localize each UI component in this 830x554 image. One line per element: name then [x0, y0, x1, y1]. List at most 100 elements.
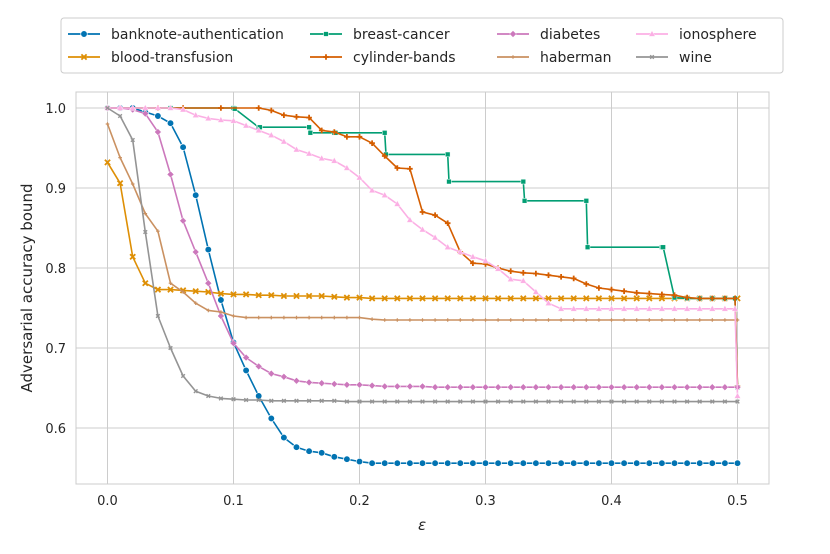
data-point — [268, 291, 275, 299]
data-point — [444, 243, 452, 250]
data-point — [217, 312, 225, 320]
data-point — [557, 304, 565, 312]
data-point — [557, 383, 565, 391]
data-point — [282, 315, 286, 320]
data-point — [633, 459, 641, 467]
data-point — [242, 366, 250, 375]
data-point — [420, 318, 425, 322]
data-point — [670, 304, 679, 312]
data-point — [104, 159, 111, 166]
data-point — [431, 233, 439, 241]
data-point — [660, 244, 666, 250]
legend-label: blood-transfusion — [111, 50, 233, 66]
data-point — [218, 105, 224, 111]
data-point — [684, 294, 690, 301]
data-point — [254, 362, 263, 371]
data-point — [721, 383, 729, 391]
data-point — [393, 459, 401, 467]
data-point — [343, 381, 351, 389]
legend-entry-cylinder-bands: cylinder-bands — [310, 50, 456, 66]
data-point — [732, 295, 738, 302]
data-point — [582, 304, 590, 312]
data-point — [292, 443, 301, 451]
data-point — [317, 379, 326, 387]
data-point — [697, 318, 702, 322]
data-point — [406, 216, 414, 223]
series-ionosphere — [103, 104, 742, 399]
grid — [76, 92, 769, 484]
data-point — [129, 104, 137, 111]
data-point — [294, 315, 299, 320]
data-point — [633, 295, 640, 302]
legend-entry-breast-cancer: breast-cancer — [310, 27, 450, 43]
data-point — [546, 318, 551, 322]
data-point — [105, 122, 110, 126]
data-point — [395, 318, 400, 322]
data-point — [646, 290, 653, 297]
data-point — [722, 399, 728, 404]
data-point — [206, 308, 211, 313]
data-point — [696, 304, 704, 312]
data-point — [395, 399, 400, 404]
data-point — [507, 268, 514, 274]
data-point — [494, 383, 502, 391]
data-point — [356, 134, 363, 140]
data-point — [168, 345, 173, 351]
data-point — [307, 315, 311, 320]
data-point — [154, 104, 162, 111]
data-point — [520, 270, 527, 276]
data-point — [458, 399, 463, 404]
data-point — [558, 274, 564, 280]
data-point — [256, 315, 261, 320]
legend-label: banknote-authentication — [111, 27, 284, 43]
data-point — [231, 314, 236, 318]
data-point — [559, 318, 563, 322]
data-point — [293, 114, 300, 120]
data-point — [621, 399, 627, 404]
data-point — [609, 399, 614, 404]
x-tick-label: 0.3 — [475, 494, 496, 509]
data-point — [608, 286, 615, 293]
data-point — [697, 399, 702, 404]
data-point — [267, 131, 275, 138]
data-point — [445, 399, 450, 404]
data-point — [444, 459, 452, 467]
data-point — [521, 198, 528, 204]
data-point — [332, 398, 337, 404]
data-point — [419, 295, 426, 302]
data-point — [607, 459, 616, 467]
data-point — [370, 317, 374, 321]
data-point — [723, 318, 727, 322]
data-point — [305, 149, 313, 157]
data-point — [306, 124, 312, 130]
data-point — [570, 295, 577, 302]
x-axis-label: ε — [418, 516, 426, 534]
data-point — [683, 459, 691, 467]
data-point — [494, 295, 502, 302]
data-point — [331, 293, 338, 301]
data-point — [670, 459, 679, 467]
data-point — [482, 295, 489, 302]
data-point — [381, 191, 389, 198]
data-point — [130, 182, 135, 186]
data-point — [483, 399, 488, 404]
data-point — [394, 165, 401, 171]
data-point — [330, 453, 338, 461]
data-point — [118, 155, 122, 160]
data-point — [256, 397, 261, 403]
data-point — [293, 292, 300, 300]
data-point — [469, 383, 477, 391]
data-point — [116, 179, 124, 187]
data-point — [582, 459, 590, 467]
y-tick-label: 0.6 — [45, 422, 66, 437]
data-point — [494, 459, 502, 467]
data-point — [368, 381, 376, 390]
data-point — [545, 295, 552, 302]
data-point — [393, 200, 401, 207]
data-point — [344, 399, 350, 404]
data-point — [709, 295, 716, 302]
data-point — [670, 383, 679, 391]
data-point — [117, 113, 123, 119]
data-point — [231, 396, 236, 402]
legend: banknote-authentication blood-transfusion… — [68, 27, 757, 66]
